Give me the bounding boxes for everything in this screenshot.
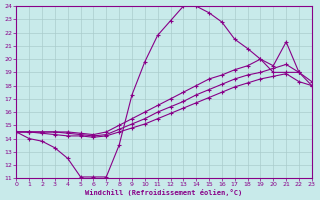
X-axis label: Windchill (Refroidissement éolien,°C): Windchill (Refroidissement éolien,°C): [85, 189, 243, 196]
